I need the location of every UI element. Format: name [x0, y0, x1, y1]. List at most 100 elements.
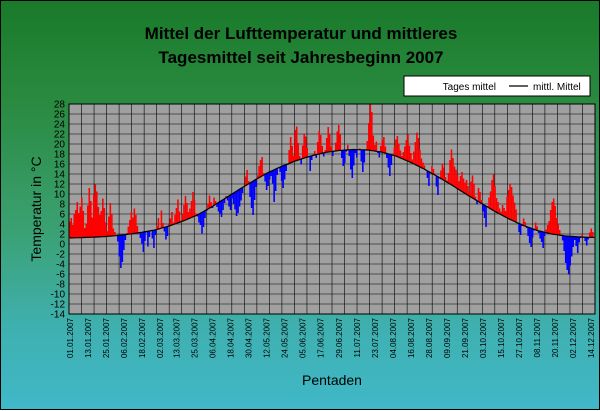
- daily-bar-below-mean: [485, 206, 487, 227]
- daily-bar-above-mean: [465, 180, 468, 195]
- daily-bar-below-mean: [353, 149, 355, 166]
- daily-bar-above-mean: [88, 188, 91, 238]
- daily-bar-below-mean: [196, 214, 199, 217]
- y-tick-label: 14: [54, 170, 66, 181]
- daily-bar-below-mean: [228, 195, 230, 207]
- daily-bar-above-mean: [316, 142, 319, 155]
- daily-bar-below-mean: [235, 191, 238, 216]
- daily-bar-above-mean: [384, 146, 387, 154]
- x-tick-label: 13.03.2007: [172, 317, 181, 358]
- daily-bar-above-mean: [447, 173, 450, 184]
- daily-bar-below-mean: [117, 235, 119, 242]
- x-tick-label: 20.11.2007: [551, 317, 560, 357]
- x-tick-label: 14.12.2007: [587, 317, 596, 358]
- daily-bar-above-mean: [510, 187, 513, 221]
- daily-bar-above-mean: [129, 220, 131, 235]
- daily-bar-above-mean: [462, 178, 465, 193]
- daily-bar-below-mean: [564, 235, 567, 263]
- daily-bar-below-mean: [153, 230, 155, 248]
- daily-bar-below-mean: [300, 159, 302, 165]
- x-tick-label: 15.10.2007: [497, 317, 506, 358]
- y-tick-label: 4: [59, 220, 65, 231]
- daily-bar-below-mean: [285, 164, 287, 171]
- x-tick-label: 30.04.2007: [245, 317, 254, 358]
- daily-bar-above-mean: [477, 188, 480, 202]
- x-tick-label: 04.08.2007: [389, 317, 398, 358]
- daily-bar-above-mean: [393, 147, 396, 156]
- daily-bar-above-mean: [549, 210, 552, 234]
- daily-bar-above-mean: [327, 127, 330, 153]
- y-tick-label: 22: [54, 130, 66, 141]
- daily-bar-above-mean: [402, 152, 405, 160]
- daily-bar-below-mean: [360, 149, 363, 162]
- daily-bar-above-mean: [513, 202, 516, 222]
- daily-bar-below-mean: [238, 189, 241, 207]
- daily-bar-below-mean: [148, 230, 151, 237]
- daily-bar-below-mean: [584, 237, 587, 241]
- x-tick-label: 27.10.2007: [515, 317, 524, 358]
- daily-bar-above-mean: [321, 146, 324, 154]
- daily-bar-below-mean: [229, 194, 232, 210]
- daily-bar-above-mean: [90, 201, 92, 238]
- y-tick-label: -12: [51, 300, 66, 311]
- x-tick-label: 02.12.2007: [569, 317, 578, 358]
- daily-bar-above-mean: [259, 160, 262, 177]
- daily-bar-above-mean: [497, 202, 499, 214]
- mean-line: [69, 148, 595, 239]
- daily-bar-below-mean: [567, 236, 570, 275]
- daily-bar-above-mean: [256, 175, 259, 179]
- daily-bar-above-mean: [450, 149, 453, 185]
- daily-bar-above-mean: [372, 135, 375, 151]
- daily-bar-above-mean: [261, 157, 263, 176]
- x-tick-label: 18.04.2007: [227, 317, 236, 358]
- daily-bar-below-mean: [331, 151, 334, 156]
- daily-bar-above-mean: [162, 223, 164, 228]
- daily-bar-above-mean: [112, 228, 115, 236]
- y-tick-label: 10: [54, 190, 66, 201]
- daily-bar-below-mean: [232, 192, 235, 204]
- daily-bar-above-mean: [319, 135, 322, 154]
- x-tick-label: 13.01.2007: [84, 317, 93, 358]
- daily-bar-below-mean: [566, 236, 568, 270]
- mean-line-group: [69, 148, 595, 239]
- daily-bar-below-mean: [575, 236, 578, 246]
- daily-bar-below-mean: [250, 181, 253, 208]
- daily-bar-below-mean: [309, 156, 311, 171]
- daily-bar-above-mean: [464, 182, 466, 194]
- daily-bar-above-mean: [455, 169, 457, 188]
- x-tick-label: 25.03.2007: [190, 317, 199, 358]
- daily-bar-above-mean: [325, 138, 328, 153]
- daily-bar-above-mean: [127, 226, 130, 235]
- daily-bar-above-mean: [168, 224, 170, 227]
- daily-bar-below-mean: [531, 228, 534, 238]
- y-tick-label: -10: [51, 290, 66, 301]
- daily-bar-above-mean: [590, 228, 593, 238]
- daily-bar-below-mean: [240, 188, 242, 201]
- daily-bar-above-mean: [126, 233, 128, 235]
- daily-bar-above-mean: [495, 198, 498, 213]
- daily-bar-above-mean: [171, 212, 173, 225]
- daily-bar-above-mean: [76, 202, 79, 238]
- daily-bar-above-mean: [108, 216, 110, 237]
- plot-border: [68, 103, 596, 315]
- daily-bar-above-mean: [488, 197, 490, 208]
- daily-bar-above-mean: [133, 208, 136, 234]
- daily-bar-below-mean: [220, 200, 223, 217]
- daily-bar-below-mean: [342, 150, 345, 166]
- daily-bar-above-mean: [536, 226, 538, 231]
- daily-bar-below-mean: [426, 170, 429, 178]
- x-tick-label: 11.07.2007: [353, 317, 362, 357]
- daily-bar-above-mean: [407, 134, 409, 162]
- daily-bar-above-mean: [169, 218, 172, 226]
- daily-bar-above-mean: [160, 210, 163, 229]
- daily-bar-above-mean: [304, 136, 307, 158]
- daily-bar-below-mean: [310, 155, 313, 160]
- daily-bar-below-mean: [435, 175, 438, 187]
- daily-bar-above-mean: [551, 202, 553, 235]
- daily-bar-below-mean: [348, 149, 351, 156]
- daily-bar-above-mean: [411, 159, 414, 164]
- daily-bar-above-mean: [453, 166, 456, 187]
- daily-bar-above-mean: [554, 206, 556, 235]
- daily-bar-above-mean: [70, 218, 73, 238]
- x-tick-label: 17.06.2007: [317, 317, 326, 358]
